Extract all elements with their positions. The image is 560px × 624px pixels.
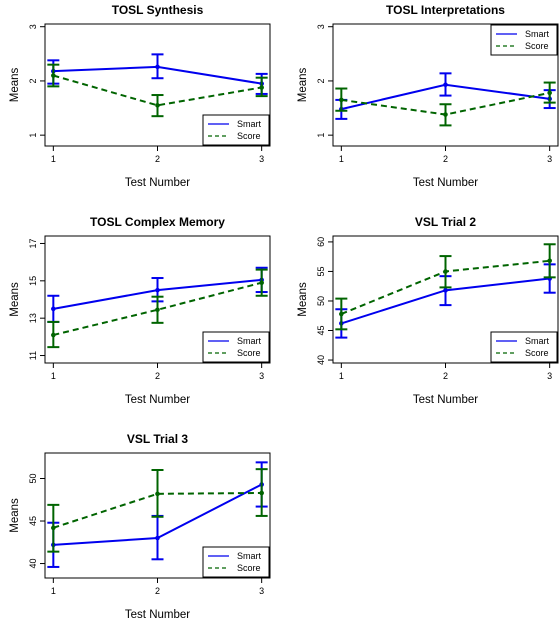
data-point-score bbox=[259, 490, 264, 496]
data-point-score bbox=[339, 97, 344, 103]
chart-panel-1: TOSL Synthesis 1 2 3 Test Number 1 2 3 Means Smar… bbox=[9, 3, 271, 189]
legend-label-smart: Smart bbox=[237, 119, 262, 129]
y-tick-label: 1 bbox=[316, 133, 326, 138]
y-tick-label: 13 bbox=[28, 313, 38, 323]
chart-title: TOSL Synthesis bbox=[112, 3, 204, 17]
y-tick-label: 3 bbox=[316, 24, 326, 29]
data-point-score bbox=[51, 332, 56, 338]
data-point-score bbox=[547, 90, 552, 96]
legend-box bbox=[490, 24, 558, 56]
y-tick-label: 2 bbox=[28, 78, 38, 83]
y-tick-label: 50 bbox=[28, 474, 38, 484]
data-point-score bbox=[443, 269, 448, 274]
y-tick-label: 40 bbox=[316, 355, 326, 365]
legend-label-smart: Smart bbox=[525, 336, 550, 346]
data-point-smart bbox=[51, 306, 56, 312]
y-axis-label: Means bbox=[9, 67, 21, 102]
chart-panel-5: VSL Trial 3 1 2 3 Test Number 40 45 50 Means Smar… bbox=[9, 432, 271, 621]
y-tick-label: 45 bbox=[316, 326, 326, 336]
legend-label-smart: Smart bbox=[237, 551, 262, 561]
y-tick-label: 2 bbox=[316, 78, 326, 83]
x-tick-label: 3 bbox=[547, 371, 552, 381]
legend-label-smart: Smart bbox=[237, 336, 262, 346]
y-tick-label: 55 bbox=[316, 266, 326, 276]
x-axis-label: Test Number bbox=[125, 609, 190, 621]
x-tick-label: 1 bbox=[51, 154, 56, 164]
x-axis-label: Test Number bbox=[413, 177, 478, 189]
x-tick-label: 1 bbox=[339, 371, 344, 381]
data-point-score bbox=[155, 491, 160, 497]
chart-panel-2: TOSL Interpretations 1 2 3 Test Number 1 2 3 Mea… bbox=[297, 3, 559, 189]
y-tick-label: 15 bbox=[28, 276, 38, 286]
y-tick-label: 17 bbox=[28, 238, 38, 248]
data-point-smart bbox=[443, 288, 448, 293]
legend-label-score: Score bbox=[237, 348, 261, 358]
x-axis-label: Test Number bbox=[125, 394, 190, 406]
x-tick-label: 2 bbox=[443, 154, 448, 164]
x-tick-label: 2 bbox=[155, 371, 160, 381]
y-axis-label: Means bbox=[9, 282, 21, 317]
y-tick-label: 11 bbox=[28, 351, 38, 360]
legend-box bbox=[202, 114, 270, 146]
data-point-score bbox=[155, 307, 160, 313]
data-point-smart bbox=[443, 82, 448, 88]
legend: Smart Score bbox=[490, 24, 558, 56]
data-point-smart bbox=[155, 535, 160, 541]
chart-title: TOSL Complex Memory bbox=[90, 215, 225, 229]
chart-title: TOSL Interpretations bbox=[386, 3, 505, 17]
legend-box bbox=[490, 331, 558, 363]
y-tick-label: 45 bbox=[28, 516, 38, 526]
chart-title: VSL Trial 3 bbox=[127, 432, 188, 446]
legend-box bbox=[202, 331, 270, 363]
data-point-score bbox=[443, 112, 448, 117]
legend-label-score: Score bbox=[525, 41, 549, 51]
x-tick-label: 3 bbox=[259, 154, 264, 164]
data-point-score bbox=[547, 258, 552, 264]
data-point-score bbox=[51, 73, 56, 78]
series-line-score bbox=[53, 281, 262, 336]
x-tick-label: 2 bbox=[155, 154, 160, 164]
x-tick-label: 1 bbox=[51, 371, 56, 381]
data-point-smart bbox=[155, 64, 160, 70]
x-tick-label: 1 bbox=[339, 154, 344, 164]
data-point-smart bbox=[155, 287, 160, 293]
y-tick-label: 50 bbox=[316, 296, 326, 306]
x-tick-label: 1 bbox=[51, 586, 56, 596]
legend: Smart Score bbox=[202, 331, 270, 363]
legend-label-score: Score bbox=[237, 563, 261, 573]
y-axis-label: Means bbox=[9, 498, 21, 533]
y-axis-label: Means bbox=[297, 282, 309, 317]
x-tick-label: 2 bbox=[443, 371, 448, 381]
chart-title: VSL Trial 2 bbox=[415, 215, 476, 229]
legend: Smart Score bbox=[490, 331, 558, 363]
legend-label-score: Score bbox=[237, 131, 261, 141]
data-point-score bbox=[339, 311, 344, 317]
x-tick-label: 3 bbox=[259, 371, 264, 381]
legend-box bbox=[202, 546, 270, 578]
y-tick-label: 1 bbox=[28, 133, 38, 138]
chart-panel-3: TOSL Complex Memory 1 2 3 Test Number 11 13 15 1… bbox=[9, 215, 271, 406]
x-tick-label: 3 bbox=[547, 154, 552, 164]
legend: Smart Score bbox=[202, 114, 270, 146]
x-axis-label: Test Number bbox=[125, 177, 190, 189]
y-tick-label: 60 bbox=[316, 237, 326, 247]
y-axis-label: Means bbox=[297, 67, 309, 102]
data-point-score bbox=[51, 525, 56, 531]
x-tick-label: 2 bbox=[155, 586, 160, 596]
data-point-score bbox=[259, 280, 264, 285]
chart-panel-4: VSL Trial 2 1 2 3 Test Number 40 45 50 55 60 Means… bbox=[297, 215, 559, 406]
legend-label-smart: Smart bbox=[525, 29, 550, 39]
data-point-score bbox=[155, 103, 160, 108]
x-axis-label: Test Number bbox=[413, 394, 478, 406]
y-tick-label: 40 bbox=[28, 559, 38, 569]
legend-label-score: Score bbox=[525, 348, 549, 358]
x-tick-label: 3 bbox=[259, 586, 264, 596]
y-tick-label: 3 bbox=[28, 24, 38, 29]
legend: Smart Score bbox=[202, 546, 270, 578]
data-point-score bbox=[259, 85, 264, 90]
